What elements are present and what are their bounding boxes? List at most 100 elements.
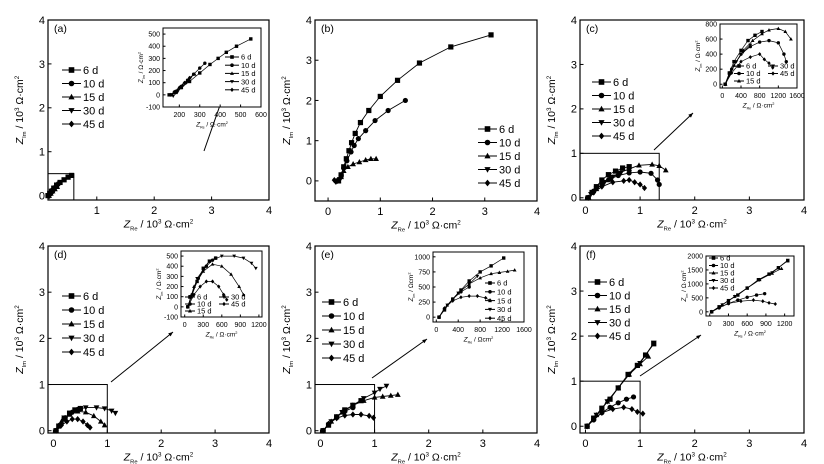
x-tick-label: 300 bbox=[723, 321, 735, 328]
axis-text: / Ω·cm bbox=[681, 273, 688, 294]
y-tick-label: 0 bbox=[571, 193, 577, 205]
marker-triangle-up bbox=[54, 183, 61, 190]
y-tick-label: 3 bbox=[571, 286, 577, 298]
legend-item: 10 d bbox=[225, 61, 256, 70]
legend-item: 6 d bbox=[185, 293, 207, 302]
marker-triangle-down bbox=[222, 295, 226, 300]
axis-superscript: 2 bbox=[457, 451, 461, 458]
y-axis-label-text: ZIm / Ω·cm2 bbox=[679, 270, 689, 302]
y-tick-label: 500 bbox=[148, 32, 160, 39]
axis-superscript: 3 bbox=[425, 451, 429, 458]
series-45d bbox=[331, 173, 344, 185]
marker-diamond bbox=[484, 179, 491, 187]
legend-item: 30 d bbox=[219, 293, 246, 302]
legend-label: 30 d bbox=[780, 62, 795, 71]
marker-square bbox=[328, 299, 335, 305]
marker-triangle-down bbox=[757, 278, 762, 282]
marker-diamond bbox=[68, 348, 75, 356]
marker-diamond bbox=[629, 405, 635, 413]
zoom-arrow bbox=[371, 338, 428, 379]
marker-circle bbox=[745, 295, 749, 300]
marker-diamond bbox=[338, 173, 344, 180]
marker-diamond bbox=[610, 405, 616, 413]
x-tick-label: 400 bbox=[735, 93, 747, 100]
axis-text: / Ω·cm bbox=[743, 331, 764, 338]
marker-triangle-up bbox=[362, 156, 369, 163]
axis-text: / 10 bbox=[281, 340, 293, 361]
y-tick-label: 400 bbox=[166, 264, 178, 271]
legend-item: 15 d bbox=[592, 104, 634, 116]
x-tick-label: 0 bbox=[183, 322, 187, 329]
axis-superscript: 3 bbox=[546, 107, 553, 111]
marker-circle bbox=[784, 59, 788, 64]
y-axis-label-text: ZIm / Ω·cm2 bbox=[693, 40, 703, 72]
legend-label: 6 d bbox=[720, 254, 730, 263]
marker-diamond bbox=[442, 306, 447, 311]
marker-diamond bbox=[632, 179, 638, 186]
marker-triangle-up bbox=[649, 161, 655, 167]
marker-diamond bbox=[598, 132, 605, 140]
marker-square bbox=[234, 44, 239, 48]
marker-circle bbox=[68, 307, 75, 313]
legend: 6 d10 d15 d30 d45 d bbox=[485, 279, 512, 323]
marker-diamond bbox=[320, 427, 326, 434]
legend-item: 30 d bbox=[62, 105, 104, 117]
legend-item: 15 d bbox=[322, 325, 364, 337]
marker-diamond bbox=[358, 411, 364, 418]
axis-text: / Ωcm bbox=[472, 337, 491, 344]
legend-label: 45 d bbox=[613, 131, 634, 143]
y-tick-label: -100 bbox=[146, 104, 160, 111]
arrow-head-icon bbox=[168, 332, 173, 337]
legend-item: 10 d bbox=[709, 261, 735, 270]
marker-circle bbox=[348, 149, 354, 155]
axis-symbol: Z bbox=[390, 220, 398, 232]
x-tick-label: 4 bbox=[266, 205, 272, 217]
marker-triangle-up bbox=[488, 298, 492, 303]
series-45d bbox=[437, 294, 492, 320]
marker-triangle-up bbox=[626, 165, 633, 172]
legend: 6 d10 d15 d30 d45 d bbox=[62, 65, 104, 131]
y-tick-label: 0 bbox=[426, 315, 430, 322]
axis-text: / 10 bbox=[138, 452, 159, 464]
y-tick-label: 0 bbox=[571, 421, 577, 433]
x-tick-label: 1200 bbox=[777, 321, 793, 328]
marker-triangle-down bbox=[609, 174, 616, 180]
marker-circle bbox=[385, 107, 391, 114]
legend-item: 30 d bbox=[62, 333, 104, 345]
legend-item: 15 d bbox=[478, 151, 520, 163]
axis-symbol: Z bbox=[408, 297, 415, 303]
marker-circle bbox=[737, 71, 741, 76]
y-axis-label: ZIm / 103 Ω·cm2 bbox=[546, 305, 560, 375]
axis-text: / 10 bbox=[546, 340, 558, 361]
legend-label: 15 d bbox=[343, 325, 364, 337]
plot-frame bbox=[314, 19, 538, 202]
marker-diamond bbox=[483, 295, 488, 300]
legend: 6 d10 d15 d30 d45 d bbox=[478, 124, 520, 190]
legend-label: 15 d bbox=[499, 151, 520, 163]
marker-triangle-up bbox=[68, 93, 75, 100]
y-tick-label: 600 bbox=[705, 37, 717, 44]
marker-square bbox=[352, 130, 358, 137]
marker-triangle-down bbox=[593, 186, 600, 192]
legend-item: 15 d bbox=[588, 304, 630, 316]
marker-square bbox=[478, 270, 482, 274]
x-tick-label: 4 bbox=[534, 438, 540, 450]
legend-item: 45 d bbox=[592, 131, 634, 143]
legend-item: 30 d bbox=[768, 62, 795, 71]
marker-triangle-up bbox=[783, 29, 788, 33]
marker-diamond bbox=[68, 120, 75, 128]
axis-superscript: 2 bbox=[723, 218, 727, 225]
marker-diamond bbox=[459, 295, 463, 300]
y-tick-label: 0 bbox=[306, 426, 312, 438]
y-axis-label: ZIm / Ω·cm2 bbox=[693, 40, 703, 72]
axis-text: / Ω·cm bbox=[138, 54, 145, 75]
marker-circle bbox=[648, 170, 654, 176]
marker-diamond bbox=[599, 183, 605, 190]
y-tick-label: 3 bbox=[306, 287, 312, 299]
marker-diamond bbox=[634, 408, 640, 415]
marker-diamond bbox=[172, 89, 176, 94]
marker-triangle-up bbox=[379, 393, 386, 399]
axis-subscript: Im bbox=[22, 361, 28, 368]
